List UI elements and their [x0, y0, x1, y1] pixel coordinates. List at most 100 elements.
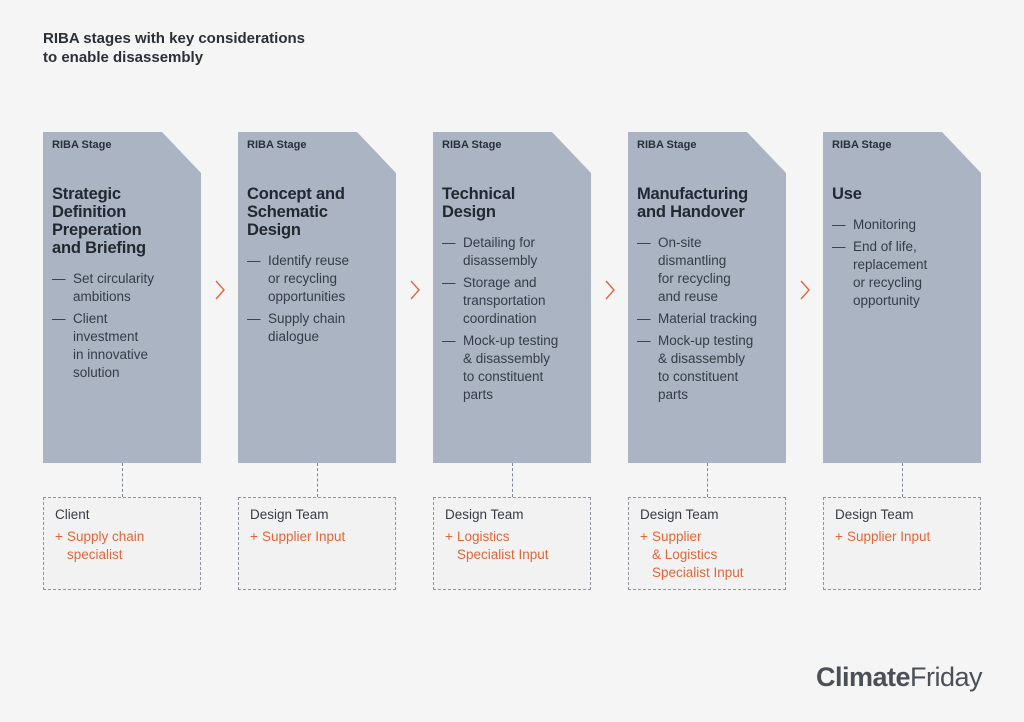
stage-card: RIBA Stage 5-6 Manufacturing and Handover — O… [628, 132, 786, 463]
consideration-item: — Detailing for disassembly [442, 234, 588, 270]
stage-name-line: and Handover [637, 203, 745, 221]
stage-name-line: Manufacturing [637, 185, 749, 203]
consideration-item: — Client investment in innovative solution [52, 310, 198, 382]
dash-bullet: — [247, 253, 261, 268]
stage-name-line: Strategic [52, 185, 121, 203]
stage-label: RIBA Stage [442, 139, 502, 151]
plus-sign: + [55, 529, 63, 544]
dashed-connector [317, 463, 318, 497]
team-lead: Design Team [445, 507, 524, 522]
stage-label: RIBA Stage [52, 139, 112, 151]
consideration-line: and reuse [658, 289, 719, 304]
consideration-line: Monitoring [853, 217, 917, 232]
consideration-list: — Detailing for disassembly — Storage and tra… [442, 234, 588, 408]
team-box: Design Team + Supplier Input [238, 497, 396, 590]
title-line: to enable disassembly [43, 49, 204, 66]
stage-number: 2-3 [378, 139, 394, 151]
consideration-line: coordination [463, 311, 537, 326]
consideration-line: transportation [463, 293, 546, 308]
dash-bullet: — [247, 311, 261, 326]
stage-label: RIBA Stage [247, 139, 307, 151]
diagram-title: RIBA stages with key considerations to e… [43, 29, 305, 67]
consideration-line: to constituent [658, 369, 739, 384]
dash-bullet: — [637, 311, 651, 326]
consideration-line: ambitions [73, 289, 131, 304]
team-content: Design Team + Supplier & Logistics Specialis… [640, 506, 744, 582]
consideration-line: solution [73, 365, 120, 380]
stage-name: Technical Design [442, 185, 588, 221]
consideration-line: in innovative [73, 347, 149, 362]
consideration-line: disassembly [463, 253, 538, 268]
chevron-right-icon [605, 280, 615, 300]
consideration-line: or recycling [268, 271, 338, 286]
dashed-connector [122, 463, 123, 497]
climate-friday-logo: ClimateFriday [816, 662, 983, 693]
dash-bullet: — [442, 333, 456, 348]
stage-name: Use [832, 185, 978, 203]
team-addition-line: specialist [67, 547, 123, 562]
stage-label: RIBA Stage [832, 139, 892, 151]
team-addition: + Logistics Specialist Input [445, 528, 549, 564]
consideration-line: Client [73, 311, 108, 326]
dash-bullet: — [442, 235, 456, 250]
consideration-item: — Supply chain dialogue [247, 310, 393, 346]
stage-card: RIBA Stage 0-1 Strategic Definition Preperat… [43, 132, 201, 463]
consideration-item: — Monitoring [832, 216, 978, 234]
stage-name-line: Design [247, 221, 301, 239]
consideration-line: to constituent [463, 369, 544, 384]
stage-name: Strategic Definition Preperation and Briefi… [52, 185, 198, 257]
team-box: Design Team + Supplier Input [823, 497, 981, 590]
consideration-line: opportunities [268, 289, 346, 304]
consideration-line: parts [463, 387, 494, 402]
consideration-line: for recycling [658, 271, 731, 286]
title-line: RIBA stages with key considerations [43, 30, 306, 47]
consideration-line: Detailing for [463, 235, 536, 250]
team-addition-line: Supplier [652, 529, 702, 544]
dash-bullet: — [832, 217, 846, 232]
team-content: Design Team + Supplier Input [250, 506, 345, 546]
consideration-line: Mock-up testing [463, 333, 559, 348]
consideration-list: — Monitoring — End of life, replacement or re… [832, 216, 978, 314]
chevron-right-icon [800, 280, 810, 300]
logo-normal: Friday [910, 662, 983, 692]
consideration-item: — Mock-up testing & disassembly to constitu… [637, 332, 783, 404]
team-box: Design Team + Logistics Specialist Input [433, 497, 591, 590]
stage-name-line: Use [832, 185, 862, 203]
plus-sign: + [835, 529, 843, 544]
logo-bold: Climate [816, 662, 911, 692]
consideration-line: parts [658, 387, 689, 402]
stage-name-line: Concept and [247, 185, 345, 203]
dash-bullet: — [52, 311, 66, 326]
consideration-line: & disassembly [463, 351, 551, 366]
consideration-item: — Set circularity ambitions [52, 270, 198, 306]
consideration-line: Supply chain [268, 311, 346, 326]
consideration-item: — Material tracking [637, 310, 783, 328]
consideration-line: & disassembly [658, 351, 746, 366]
stage-number: 7 [972, 139, 979, 151]
dashed-connector [512, 463, 513, 497]
consideration-line: replacement [853, 257, 928, 272]
stage-card: RIBA Stage 2-3 Concept and Schematic Design —… [238, 132, 396, 463]
team-addition-line: Supply chain [67, 529, 145, 544]
dash-bullet: — [832, 239, 846, 254]
consideration-line: investment [73, 329, 139, 344]
team-box: Design Team + Supplier & Logistics Specialis… [628, 497, 786, 590]
team-addition-line: Specialist Input [457, 547, 549, 562]
stage-number: 5-6 [768, 139, 784, 151]
stage-number: 0-1 [183, 139, 199, 151]
stage-name-line: and Briefing [52, 239, 146, 257]
consideration-line: opportunity [853, 293, 920, 308]
team-addition: + Supplier & Logistics Specialist Input [640, 528, 744, 582]
dash-bullet: — [442, 275, 456, 290]
consideration-line: On-site [658, 235, 702, 250]
plus-sign: + [640, 529, 648, 544]
team-box: Client + Supply chain specialist [43, 497, 201, 590]
team-lead: Client [55, 507, 90, 522]
dash-bullet: — [637, 235, 651, 250]
stage-name-line: Preperation [52, 221, 142, 239]
stage-name-line: Design [442, 203, 496, 221]
dash-bullet: — [637, 333, 651, 348]
consideration-item: — End of life, replacement or recycling oppo… [832, 238, 978, 310]
stage-label: RIBA Stage [637, 139, 697, 151]
consideration-line: Material tracking [658, 311, 758, 326]
